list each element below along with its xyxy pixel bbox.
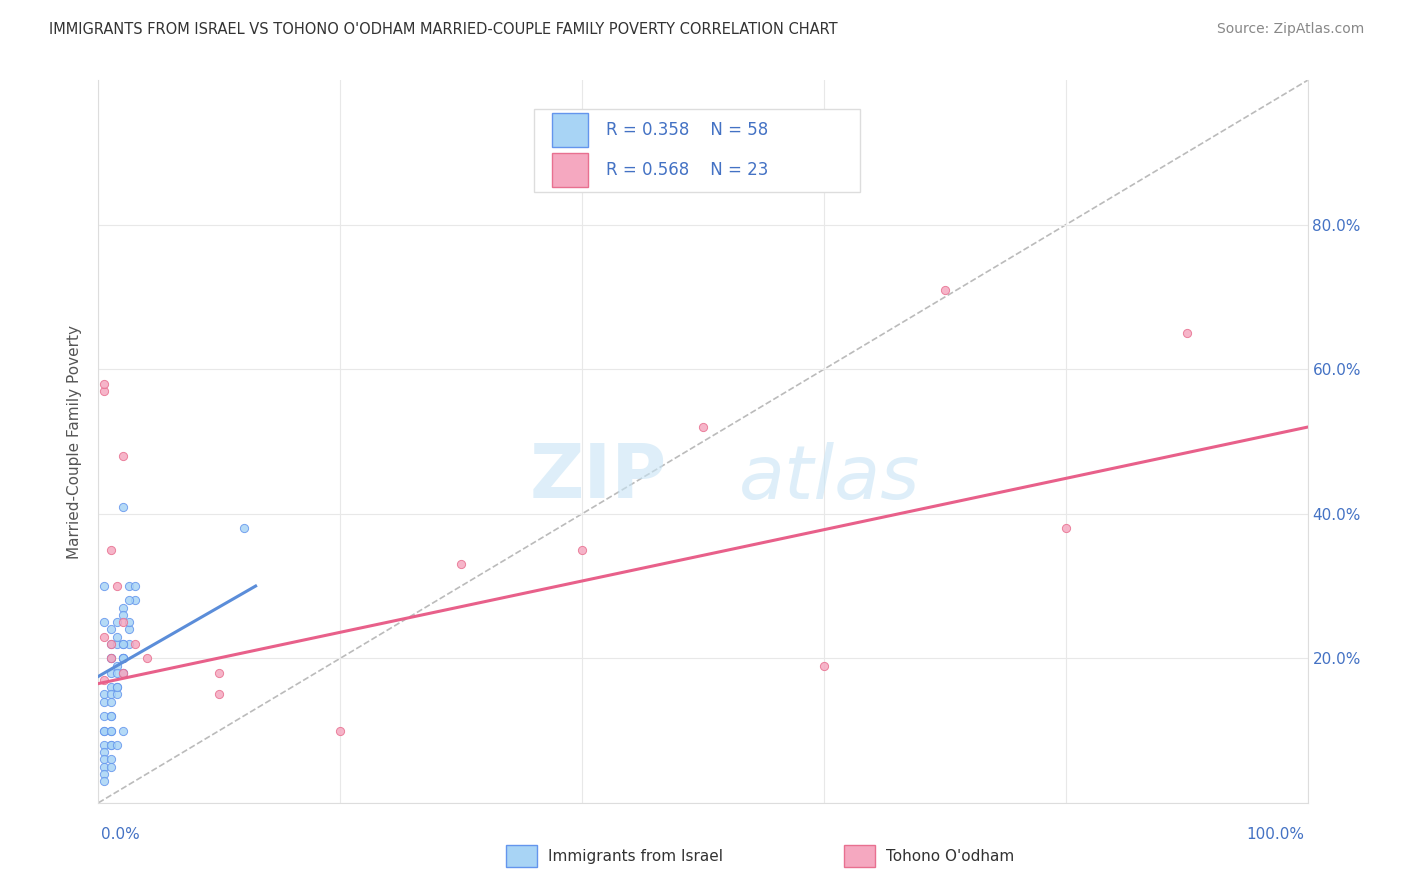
Point bbox=[118, 579, 141, 593]
Point bbox=[450, 558, 472, 572]
Point bbox=[105, 665, 128, 680]
Point bbox=[100, 760, 122, 774]
Point bbox=[118, 623, 141, 637]
Point bbox=[93, 738, 115, 752]
Point bbox=[934, 283, 956, 297]
Text: IMMIGRANTS FROM ISRAEL VS TOHONO O'ODHAM MARRIED-COUPLE FAMILY POVERTY CORRELATI: IMMIGRANTS FROM ISRAEL VS TOHONO O'ODHAM… bbox=[49, 22, 838, 37]
Point bbox=[135, 651, 157, 665]
Point bbox=[111, 500, 134, 514]
Point bbox=[105, 658, 128, 673]
Point bbox=[1175, 326, 1198, 340]
Point bbox=[111, 651, 134, 665]
Point bbox=[111, 665, 134, 680]
Point bbox=[100, 723, 122, 738]
Point bbox=[111, 637, 134, 651]
Point bbox=[93, 745, 115, 759]
Point bbox=[111, 600, 134, 615]
Point bbox=[93, 709, 115, 723]
Point bbox=[813, 658, 835, 673]
Point bbox=[93, 760, 115, 774]
Point bbox=[232, 521, 254, 535]
Point bbox=[93, 630, 115, 644]
Point bbox=[100, 637, 122, 651]
Point bbox=[93, 723, 115, 738]
Point bbox=[124, 593, 146, 607]
Point bbox=[105, 579, 128, 593]
Point bbox=[208, 687, 231, 701]
Point bbox=[1054, 521, 1077, 535]
Point bbox=[100, 752, 122, 766]
Text: 100.0%: 100.0% bbox=[1247, 827, 1305, 841]
Bar bbox=[551, 153, 588, 187]
FancyBboxPatch shape bbox=[534, 109, 860, 193]
Point bbox=[93, 774, 115, 789]
Bar bbox=[551, 112, 588, 147]
Point bbox=[111, 651, 134, 665]
Point bbox=[93, 376, 115, 391]
Point bbox=[100, 738, 122, 752]
Point bbox=[100, 623, 122, 637]
Point bbox=[118, 615, 141, 630]
Text: ZIP: ZIP bbox=[530, 442, 666, 514]
Point bbox=[111, 615, 134, 630]
Point bbox=[692, 420, 714, 434]
Point bbox=[111, 665, 134, 680]
Point bbox=[100, 709, 122, 723]
Point bbox=[111, 665, 134, 680]
Point bbox=[93, 723, 115, 738]
Text: Immigrants from Israel: Immigrants from Israel bbox=[548, 849, 723, 863]
Point bbox=[93, 695, 115, 709]
Point bbox=[100, 651, 122, 665]
Point bbox=[100, 687, 122, 701]
Point bbox=[208, 665, 231, 680]
Point bbox=[93, 579, 115, 593]
Point bbox=[124, 637, 146, 651]
Point bbox=[111, 449, 134, 463]
Point bbox=[105, 615, 128, 630]
Point bbox=[100, 680, 122, 694]
Point bbox=[100, 695, 122, 709]
Point bbox=[93, 687, 115, 701]
Point bbox=[111, 607, 134, 622]
Text: R = 0.568    N = 23: R = 0.568 N = 23 bbox=[606, 161, 769, 179]
Point bbox=[105, 630, 128, 644]
Point bbox=[329, 723, 352, 738]
Point bbox=[111, 651, 134, 665]
Text: Tohono O'odham: Tohono O'odham bbox=[886, 849, 1014, 863]
Point bbox=[100, 665, 122, 680]
Point bbox=[571, 542, 593, 557]
Point bbox=[93, 384, 115, 398]
Point bbox=[100, 709, 122, 723]
Text: atlas: atlas bbox=[740, 442, 921, 514]
Point bbox=[100, 542, 122, 557]
Point bbox=[111, 651, 134, 665]
Point bbox=[93, 673, 115, 687]
Point bbox=[111, 637, 134, 651]
Text: R = 0.358    N = 58: R = 0.358 N = 58 bbox=[606, 121, 769, 139]
Point bbox=[100, 738, 122, 752]
Text: 0.0%: 0.0% bbox=[101, 827, 141, 841]
Point bbox=[105, 637, 128, 651]
Point bbox=[105, 687, 128, 701]
Point bbox=[93, 615, 115, 630]
Point bbox=[124, 579, 146, 593]
Point bbox=[93, 767, 115, 781]
Point bbox=[105, 680, 128, 694]
Point bbox=[105, 738, 128, 752]
Point bbox=[118, 637, 141, 651]
Point bbox=[100, 651, 122, 665]
Point bbox=[105, 680, 128, 694]
Y-axis label: Married-Couple Family Poverty: Married-Couple Family Poverty bbox=[67, 325, 83, 558]
Point bbox=[118, 593, 141, 607]
Point bbox=[100, 723, 122, 738]
Point bbox=[100, 651, 122, 665]
Point bbox=[111, 723, 134, 738]
Point bbox=[100, 637, 122, 651]
Point bbox=[93, 752, 115, 766]
Text: Source: ZipAtlas.com: Source: ZipAtlas.com bbox=[1216, 22, 1364, 37]
